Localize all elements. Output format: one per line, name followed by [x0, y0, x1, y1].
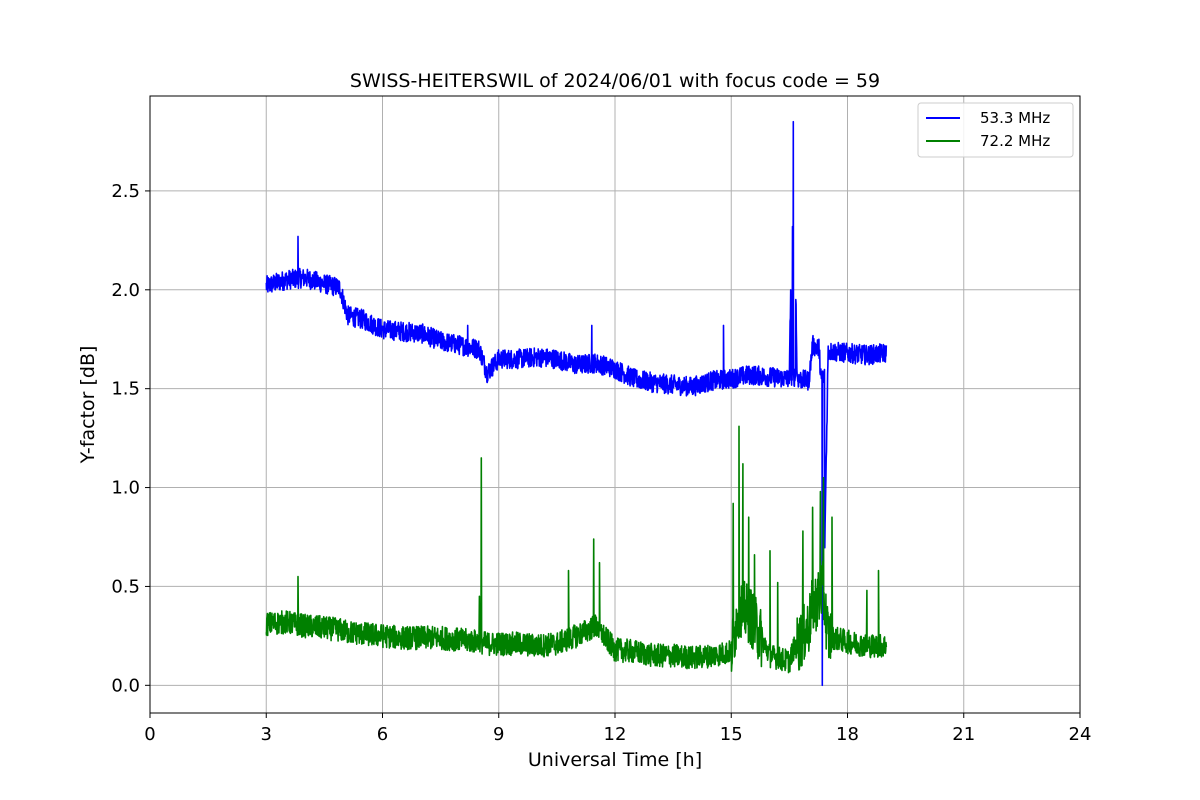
y-tick-label: 2.0: [111, 280, 140, 301]
y-tick-label: 0.5: [111, 576, 140, 597]
legend-label: 72.2 MHz: [980, 132, 1050, 150]
x-tick-label: 9: [493, 724, 504, 745]
x-axis-label: Universal Time [h]: [528, 749, 702, 771]
x-tick-label: 15: [720, 724, 743, 745]
series-layer: [265, 120, 888, 687]
x-tick-label: 12: [604, 724, 627, 745]
x-tick-label: 24: [1069, 724, 1092, 745]
y-axis-label: Y-factor [dB]: [77, 346, 99, 465]
x-tick-label: 0: [144, 724, 155, 745]
tick-layer: 0 3 6 9 12 15 18 21 24 0.0 0.5 1.0 1.5 2.0 2.5: [111, 181, 1091, 745]
y-tick-label: 1.5: [111, 379, 140, 400]
legend-label: 53.3 MHz: [980, 109, 1050, 127]
chart-title: SWISS-HEITERSWIL of 2024/06/01 with focu…: [350, 70, 880, 92]
y-tick-label: 2.5: [111, 181, 140, 202]
series-line-1: [265, 120, 888, 687]
y-tick-label: 1.0: [111, 478, 140, 499]
y-tick-label: 0.0: [111, 675, 140, 696]
series-line-2: [265, 425, 888, 674]
x-tick-label: 21: [952, 724, 975, 745]
legend-box: [917, 102, 1074, 158]
legend: 53.3 MHz 72.2 MHz: [917, 102, 1074, 158]
x-tick-label: 6: [377, 724, 388, 745]
x-tick-label: 3: [261, 724, 272, 745]
x-tick-label: 18: [836, 724, 859, 745]
